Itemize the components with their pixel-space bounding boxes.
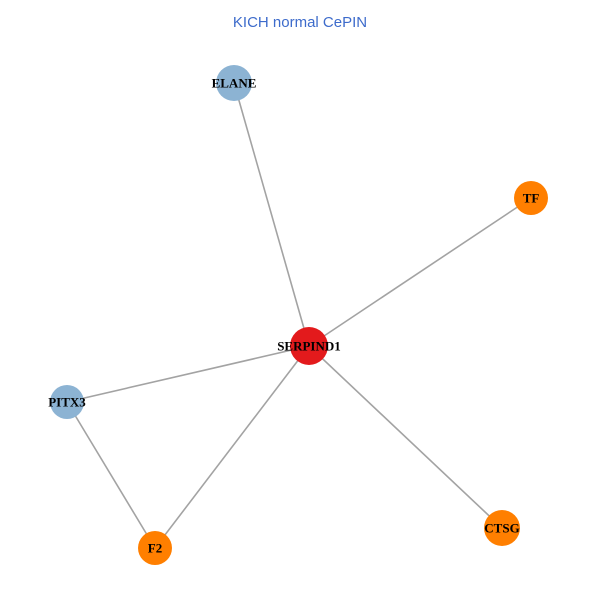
edge-SERPIND1-CTSG — [308, 345, 503, 529]
nodes-layer: ELANE TF SERPIND1 PITX3 F2 CTSG — [48, 65, 548, 565]
node-circle-TF — [514, 181, 548, 215]
node-circle-PITX3 — [50, 385, 84, 419]
edge-SERPIND1-PITX3 — [66, 345, 310, 403]
node-TF: TF — [514, 181, 548, 215]
node-SERPIND1: SERPIND1 — [277, 327, 341, 365]
node-PITX3: PITX3 — [48, 385, 86, 419]
edges-layer — [66, 82, 532, 549]
edge-PITX3-F2 — [66, 401, 156, 549]
edge-SERPIND1-F2 — [154, 345, 310, 549]
node-circle-CTSG — [484, 510, 520, 546]
node-CTSG: CTSG — [484, 510, 520, 546]
edge-SERPIND1-TF — [308, 197, 532, 347]
plot-title: KICH normal CePIN — [233, 14, 367, 31]
node-ELANE: ELANE — [212, 65, 256, 101]
node-circle-ELANE — [216, 65, 252, 101]
node-F2: F2 — [138, 531, 172, 565]
node-circle-F2 — [138, 531, 172, 565]
edge-SERPIND1-ELANE — [233, 82, 310, 347]
node-circle-SERPIND1 — [290, 327, 328, 365]
